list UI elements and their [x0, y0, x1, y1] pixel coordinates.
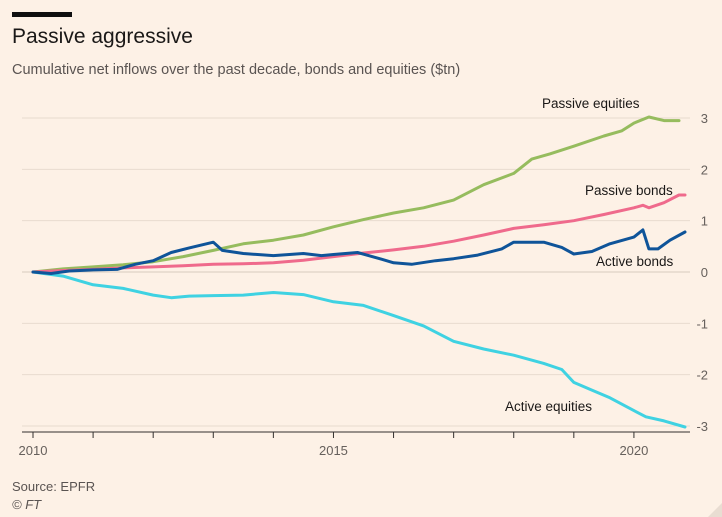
- x-tick-label: 2015: [319, 443, 348, 458]
- y-tick-label: 1: [701, 214, 708, 229]
- series-label-active-bonds: Active bonds: [596, 254, 674, 269]
- series-labels: Passive equities Passive bonds Active bond…: [505, 96, 674, 414]
- x-tick-label: 2020: [619, 443, 648, 458]
- x-tick-label: 2010: [19, 443, 48, 458]
- series-line-active-equities: [31, 270, 687, 429]
- y-tick-label: 0: [701, 265, 708, 280]
- series-line-passive-bonds: [31, 193, 687, 274]
- gridlines: [22, 117, 690, 427]
- x-axis: 2010 2015 2020: [19, 431, 690, 458]
- series-line-passive-equities: [31, 115, 681, 274]
- y-tick-label: -2: [696, 368, 708, 383]
- series-label-active-equities: Active equities: [505, 399, 592, 414]
- source-note: Source: EPFR: [12, 479, 96, 494]
- ft-brand-bar: [12, 12, 72, 17]
- y-tick-label: -1: [696, 316, 708, 331]
- y-tick-label: 3: [701, 111, 708, 126]
- corner-fold: [708, 503, 722, 517]
- series-lines: [31, 115, 687, 429]
- y-tick-label: 2: [701, 162, 708, 177]
- chart-title: Passive aggressive: [12, 25, 193, 48]
- ft-credit: © FT: [12, 497, 42, 512]
- y-tick-label: -3: [696, 419, 708, 434]
- series-label-passive-bonds: Passive bonds: [585, 183, 673, 198]
- series-line-active-bonds: [31, 228, 687, 275]
- series-label-passive-equities: Passive equities: [542, 96, 640, 111]
- y-axis: 3 2 1 0 -1 -2 -3: [696, 111, 708, 434]
- chart-subtitle: Cumulative net inflows over the past dec…: [12, 62, 461, 78]
